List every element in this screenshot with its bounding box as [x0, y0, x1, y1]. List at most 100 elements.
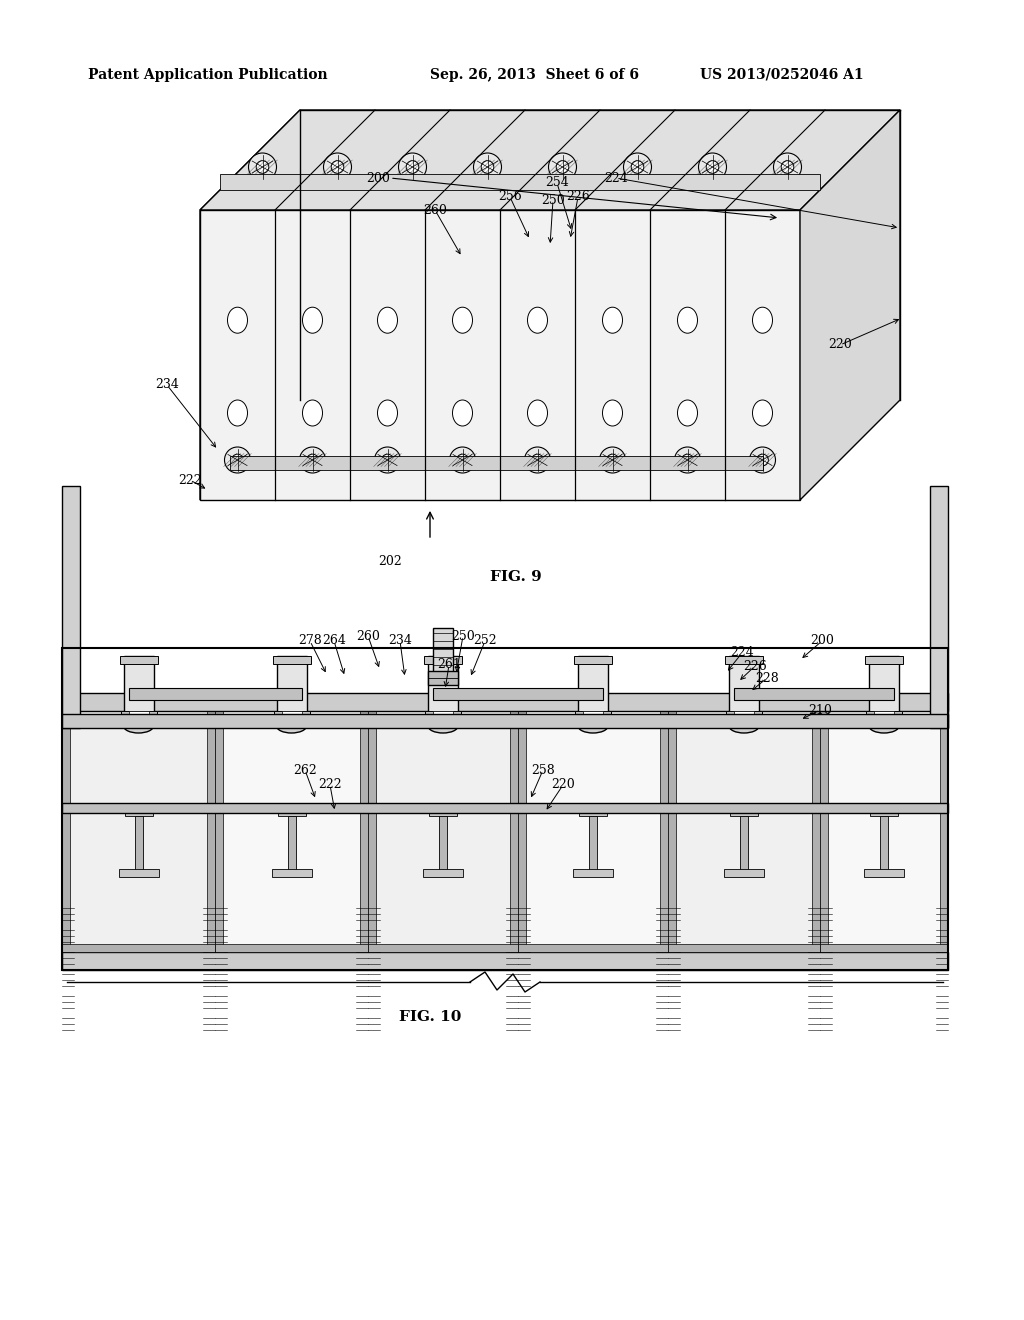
Bar [371, 708, 515, 952]
Bar [207, 704, 215, 952]
Text: 220: 220 [828, 338, 852, 351]
Ellipse shape [227, 308, 248, 333]
Circle shape [398, 153, 427, 181]
Bar [865, 656, 903, 664]
Bar [200, 210, 800, 500]
Text: 250: 250 [541, 194, 565, 206]
Bar [62, 944, 215, 952]
Circle shape [524, 447, 551, 473]
Bar [218, 708, 365, 952]
Text: 224: 224 [604, 172, 628, 185]
Circle shape [407, 161, 419, 173]
Bar [360, 704, 368, 952]
Bar [812, 704, 820, 952]
Bar [726, 711, 762, 721]
Bar [429, 808, 457, 816]
Text: 250: 250 [452, 630, 475, 643]
Ellipse shape [227, 400, 248, 426]
Bar [880, 816, 888, 871]
Circle shape [631, 161, 644, 173]
Circle shape [231, 454, 244, 466]
Text: 220: 220 [551, 779, 574, 792]
Text: 262: 262 [293, 763, 316, 776]
Bar [124, 656, 154, 726]
Text: 256: 256 [498, 190, 522, 203]
Circle shape [606, 454, 618, 466]
Bar [215, 704, 223, 952]
Text: 202: 202 [378, 554, 401, 568]
Text: 278: 278 [298, 635, 322, 648]
Text: 261: 261 [437, 659, 461, 672]
Text: 226: 226 [743, 660, 767, 672]
Bar [65, 708, 212, 952]
Text: 258: 258 [531, 763, 555, 776]
Ellipse shape [729, 719, 759, 733]
Ellipse shape [678, 308, 697, 333]
Bar [433, 711, 453, 721]
Bar [864, 869, 904, 876]
Bar [439, 816, 447, 871]
Text: 200: 200 [810, 635, 834, 648]
Bar [128, 682, 150, 693]
Circle shape [773, 153, 802, 181]
Circle shape [624, 153, 651, 181]
Ellipse shape [753, 308, 772, 333]
Bar [823, 708, 945, 952]
Bar [281, 682, 302, 693]
Bar [62, 693, 948, 711]
Bar [428, 656, 458, 726]
Circle shape [256, 161, 268, 173]
Bar [518, 704, 526, 952]
Circle shape [473, 153, 502, 181]
Ellipse shape [378, 308, 397, 333]
Bar [62, 486, 80, 729]
Bar [589, 816, 597, 871]
Bar [518, 944, 668, 952]
Circle shape [531, 454, 544, 466]
Polygon shape [200, 110, 900, 210]
Bar [730, 808, 758, 816]
Bar [128, 688, 301, 700]
Text: 234: 234 [388, 635, 412, 648]
Bar [62, 648, 948, 970]
Bar [733, 682, 755, 693]
Bar [874, 711, 894, 721]
Text: 252: 252 [473, 635, 497, 648]
Bar [724, 869, 764, 876]
Text: FIG. 10: FIG. 10 [398, 1010, 461, 1024]
Bar [579, 808, 607, 816]
Polygon shape [200, 110, 300, 500]
Ellipse shape [578, 719, 608, 733]
Bar [121, 711, 157, 721]
Bar [870, 808, 898, 816]
Text: 222: 222 [178, 474, 202, 487]
Bar [740, 816, 748, 871]
Bar [940, 704, 948, 952]
Ellipse shape [869, 719, 899, 733]
Bar [425, 711, 461, 721]
Bar [573, 869, 613, 876]
Ellipse shape [302, 308, 323, 333]
Circle shape [249, 153, 276, 181]
Bar [368, 944, 518, 952]
Bar [668, 704, 676, 952]
Bar [119, 869, 159, 876]
Bar [134, 816, 142, 871]
Bar [432, 682, 454, 693]
Bar [671, 708, 817, 952]
Bar [433, 688, 603, 700]
Bar [873, 682, 895, 693]
Bar [423, 869, 463, 876]
Bar [725, 656, 763, 664]
Bar [273, 711, 309, 721]
Circle shape [707, 161, 719, 173]
Ellipse shape [378, 400, 397, 426]
Bar [272, 656, 310, 664]
Bar [215, 944, 368, 952]
Bar [62, 803, 948, 813]
Circle shape [375, 447, 400, 473]
Text: 210: 210 [808, 704, 831, 717]
Text: 200: 200 [366, 172, 390, 185]
Circle shape [549, 153, 577, 181]
Bar [660, 704, 668, 952]
